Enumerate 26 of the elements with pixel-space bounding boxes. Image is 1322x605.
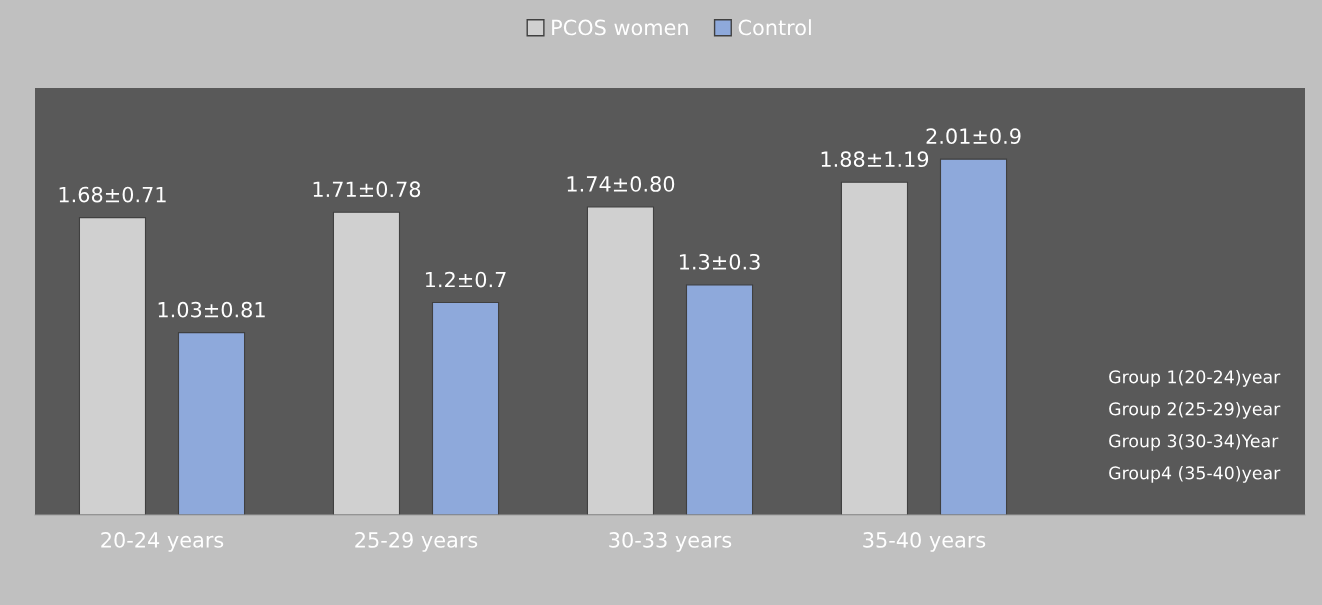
x-tick-label: 30-33 years	[609, 532, 732, 552]
text: Group 2(25-29)year	[1109, 402, 1281, 419]
bar	[685, 284, 754, 515]
legend-label: PCOS women	[552, 19, 688, 36]
text: Group 1(20-24)year	[1109, 369, 1281, 387]
x-tick-label: 25-29 years	[355, 532, 478, 552]
bar	[177, 332, 246, 515]
data-label: 1.74±0.80	[567, 176, 675, 192]
bar	[840, 181, 909, 515]
bar	[332, 211, 401, 515]
data-label: 1.2±0.7	[425, 271, 506, 288]
data-label: 1.88±1.19	[821, 151, 929, 168]
bar	[78, 217, 147, 515]
x-tick-label: 35-40 years	[863, 532, 986, 552]
data-label: 1.71±0.78	[313, 181, 421, 198]
legend-label: Control	[738, 19, 811, 36]
bar	[586, 206, 655, 515]
text: Group4 (35-40)year	[1109, 466, 1281, 483]
text: Group 3(30-34)Year	[1109, 434, 1279, 451]
data-label: 1.03±0.81	[158, 301, 265, 318]
data-label: 1.68±0.71	[59, 186, 166, 203]
data-label: 2.01±0.9	[926, 128, 1021, 145]
bar	[939, 158, 1008, 515]
data-label: 1.3±0.3	[679, 253, 760, 270]
bar	[431, 302, 500, 515]
x-tick-label: 20-24 years	[101, 532, 224, 552]
